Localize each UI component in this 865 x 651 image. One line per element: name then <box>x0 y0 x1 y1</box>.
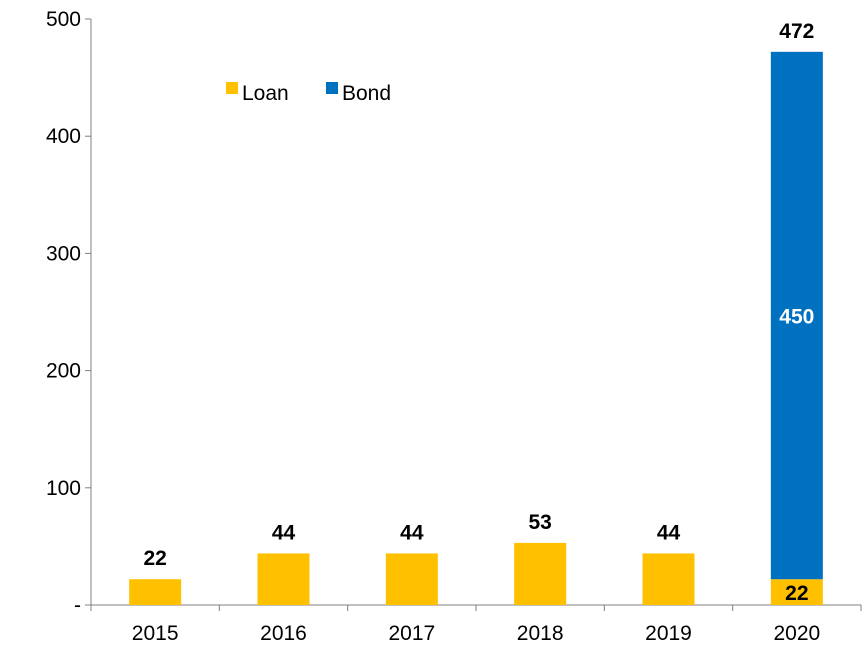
x-tick-label: 2019 <box>645 622 692 645</box>
y-tick-label: 500 <box>46 8 81 31</box>
bar-loan-2018 <box>514 542 567 605</box>
data-label-loan-2020: 22 <box>785 582 808 605</box>
chart-legend: Loan Bond <box>226 82 391 105</box>
total-label-2016: 44 <box>272 521 296 544</box>
legend-label-bond: Bond <box>342 82 391 105</box>
x-tick-label: 2017 <box>388 622 435 645</box>
bars <box>129 51 823 605</box>
y-tick-label: - <box>74 594 81 617</box>
total-label-2015: 22 <box>143 547 166 570</box>
bar-loan-2015 <box>129 579 182 605</box>
y-tick-label: 100 <box>46 477 81 500</box>
x-tick-label: 2016 <box>260 622 307 645</box>
y-tick-label: 200 <box>46 360 81 383</box>
total-label-2020: 472 <box>779 20 814 43</box>
total-label-2019: 44 <box>657 521 681 544</box>
bar-loan-2020 <box>770 579 823 605</box>
legend-swatch-bond <box>326 82 338 94</box>
bar-loan-2016 <box>257 553 310 605</box>
total-label-2017: 44 <box>400 521 424 544</box>
x-tick-label: 2015 <box>132 622 179 645</box>
data-labels: 22 44 44 53 44 22 450 472 <box>143 20 814 605</box>
x-tick-label: 2020 <box>773 622 820 645</box>
y-tick-label: 300 <box>46 242 81 265</box>
data-label-bond-2020: 450 <box>779 306 814 329</box>
total-label-2018: 53 <box>528 511 551 534</box>
legend-label-loan: Loan <box>242 82 289 105</box>
bar-bond-2020 <box>770 51 823 580</box>
bar-loan-2017 <box>385 553 438 605</box>
x-tick-label: 2018 <box>517 622 564 645</box>
y-tick-label: 400 <box>46 125 81 148</box>
legend-swatch-loan <box>226 82 238 94</box>
bar-loan-2019 <box>642 553 695 605</box>
axes: - 100 200 300 400 500 2015 2016 2017 2018 2019 2020 <box>46 8 862 645</box>
